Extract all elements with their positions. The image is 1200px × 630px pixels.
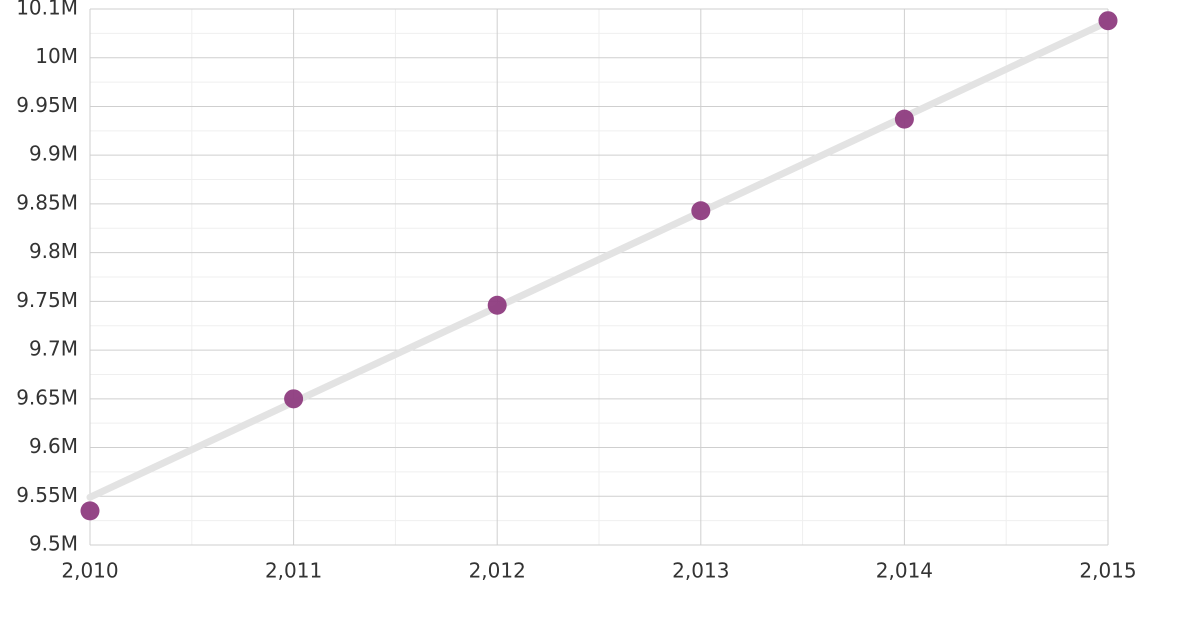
x-tick-label: 2,013 xyxy=(672,559,729,583)
y-tick-label: 9.65M xyxy=(16,385,78,409)
y-tick-label: 9.55M xyxy=(16,483,78,507)
y-tick-label: 9.8M xyxy=(29,239,78,263)
y-tick-label: 10M xyxy=(35,44,78,68)
y-tick-label: 9.75M xyxy=(16,288,78,312)
y-tick-label: 9.7M xyxy=(29,337,78,361)
x-tick-label: 2,010 xyxy=(61,559,118,583)
y-tick-label: 10.1M xyxy=(16,0,78,20)
x-tick-label: 2,015 xyxy=(1079,559,1136,583)
data-point xyxy=(80,501,100,521)
data-point xyxy=(1098,11,1118,31)
y-tick-label: 9.5M xyxy=(29,532,78,556)
y-tick-label: 9.85M xyxy=(16,190,78,214)
y-tick-label: 9.9M xyxy=(29,142,78,166)
trend-line xyxy=(86,18,1112,501)
y-tick-label: 9.6M xyxy=(29,434,78,458)
data-point xyxy=(691,201,711,221)
y-tick-label: 9.95M xyxy=(16,93,78,117)
data-point xyxy=(894,109,914,129)
x-tick-label: 2,011 xyxy=(265,559,322,583)
x-tick-label: 2,014 xyxy=(876,559,933,583)
data-point xyxy=(284,389,304,409)
data-point xyxy=(487,295,507,315)
x-tick-label: 2,012 xyxy=(469,559,526,583)
